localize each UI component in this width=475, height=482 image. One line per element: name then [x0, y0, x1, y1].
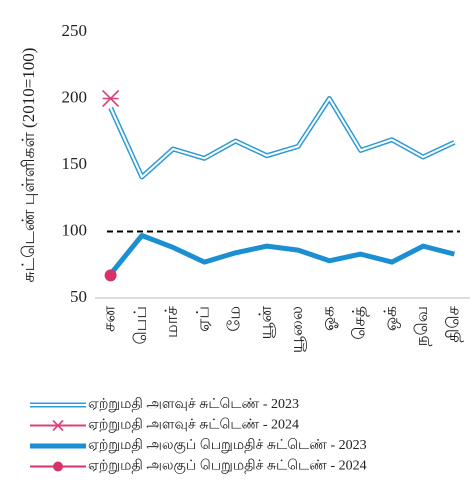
x-tick-label: யூன்	[256, 305, 275, 339]
x-tick-label: யூலை	[287, 306, 306, 353]
legend-label: ஏற்றுமதி அளவுச் சுட்டெண் - 2024	[88, 418, 299, 433]
y-tick-label: 50	[70, 287, 87, 306]
legend-label: ஏற்றுமதி அலகுப் பெறுமதிச் சுட்டெண் - 202…	[88, 438, 367, 454]
x-tick-label: மே	[225, 306, 244, 332]
x-tick-label: நவெ	[412, 306, 431, 346]
legend-label: ஏற்றுமதி அளவுச் சுட்டெண் - 2023	[88, 397, 299, 412]
x-tick-label: திசெ	[443, 305, 462, 342]
x-tick-label: மாச்	[162, 305, 181, 338]
x-tick-label: பெப்	[131, 306, 150, 345]
series-line	[108, 232, 455, 276]
y-tick-label: 200	[62, 87, 88, 106]
legend-marker	[52, 419, 64, 432]
x-tick-label: ஒக்	[381, 306, 400, 331]
x-tick-label: சன	[100, 305, 119, 331]
point	[104, 269, 117, 282]
legend-marker	[53, 461, 63, 472]
y-tick-label: 150	[62, 154, 88, 173]
series-line-inner	[109, 97, 455, 178]
x-tick-label: ஓக	[318, 306, 337, 331]
x-tick-label: செத்	[350, 306, 369, 340]
legend-label: ஏற்றுமதி அலகுப் பெறுமதிச் சுட்டெண் - 202…	[88, 459, 367, 475]
y-axis-label: சுட்டெண் புள்ளிகள் (2010=100)	[19, 48, 38, 283]
point	[102, 89, 120, 108]
x-tick-label: ஏப்	[193, 306, 212, 332]
y-tick-label: 100	[62, 220, 88, 239]
y-tick-label: 250	[62, 21, 88, 40]
series-line	[108, 96, 456, 180]
